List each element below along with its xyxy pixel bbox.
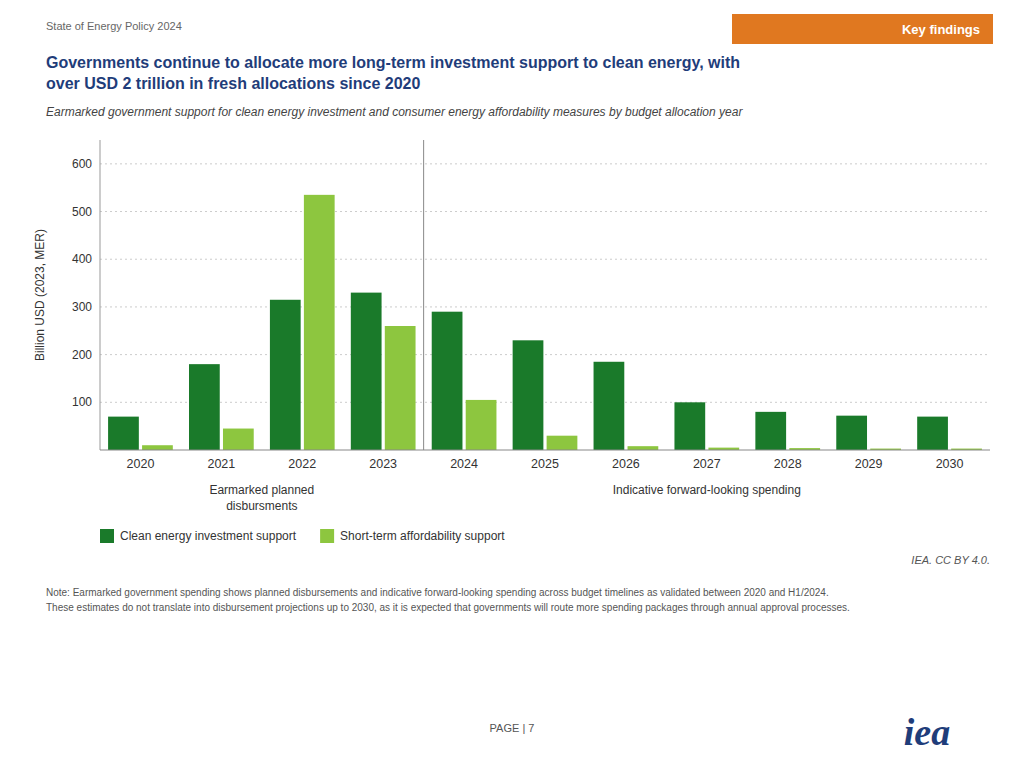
bar (513, 340, 544, 450)
bar (547, 436, 578, 450)
chart: State of Energy Policy 2024 Key findings G… (0, 0, 1024, 768)
x-tick-label: 2021 (207, 457, 235, 471)
y-tick-label: 500 (72, 205, 92, 219)
x-tick-label: 2029 (855, 457, 883, 471)
x-tick-label: 2022 (288, 457, 316, 471)
section-divider (423, 140, 424, 450)
bar (432, 312, 463, 450)
logo: iea (904, 711, 950, 753)
bar (385, 326, 416, 450)
x-axis-line (100, 450, 990, 451)
x-tick-label: 2026 (612, 457, 640, 471)
bar (594, 362, 625, 450)
page-label: PAGE | 7 (490, 722, 535, 734)
bar (674, 402, 705, 450)
note: These estimates do not translate into di… (46, 602, 850, 613)
grid-line (100, 259, 990, 260)
bar (189, 364, 220, 450)
subtitle: Earmarked government support for clean e… (46, 105, 743, 119)
x-tick-label: 2023 (369, 457, 397, 471)
legend-entry: Short-term affordability support (340, 529, 505, 543)
y-tick-label: 600 (72, 157, 92, 171)
bar (836, 416, 867, 450)
source: IEA. CC BY 4.0. (911, 554, 990, 566)
bar (270, 300, 301, 450)
x-tick-label: 2030 (936, 457, 964, 471)
grid-line (100, 306, 990, 307)
x-tick-label: 2025 (531, 457, 559, 471)
note: Note: Earmarked government spending show… (46, 587, 829, 598)
bar (304, 195, 335, 450)
bar (755, 412, 786, 450)
legend-swatch (320, 529, 334, 543)
bar (917, 417, 948, 450)
section-label: Indicative forward-looking spending (613, 483, 801, 497)
grid-line (100, 402, 990, 403)
bars (108, 195, 982, 450)
legend-swatch (100, 529, 114, 543)
bar (351, 293, 382, 450)
title: Governments continue to allocate more lo… (46, 54, 740, 71)
title: over USD 2 trillion in fresh allocations… (46, 75, 420, 92)
grid-line (100, 354, 990, 355)
bar (466, 400, 497, 450)
y-tick-label: 100 (72, 395, 92, 409)
x-tick-label: 2024 (450, 457, 478, 471)
section-label: Earmarked planned (209, 483, 314, 497)
x-tick-label: 2027 (693, 457, 721, 471)
y-tick-label: 200 (72, 348, 92, 362)
grid-line (100, 163, 990, 164)
grid (100, 164, 990, 402)
bar (108, 417, 139, 450)
header: State of Energy Policy 2024 (46, 20, 182, 32)
y-tick-label: 400 (72, 252, 92, 266)
bar (142, 445, 173, 450)
legend: Clean energy investment support Short-ter… (100, 529, 505, 543)
x-tick-label: 2028 (774, 457, 802, 471)
x-tick-label: 2020 (127, 457, 155, 471)
badge: Key findings (902, 22, 980, 37)
y-axis-line (100, 140, 101, 450)
bar (628, 446, 659, 450)
badge-box (732, 14, 993, 44)
grid-line (100, 211, 990, 212)
bar (223, 429, 254, 450)
y-tick-label: 300 (72, 300, 92, 314)
section-label: disbursments (226, 499, 297, 513)
legend-entry: Clean energy investment support (120, 529, 297, 543)
y-axis-label: Billion USD (2023, MER) (33, 229, 47, 361)
